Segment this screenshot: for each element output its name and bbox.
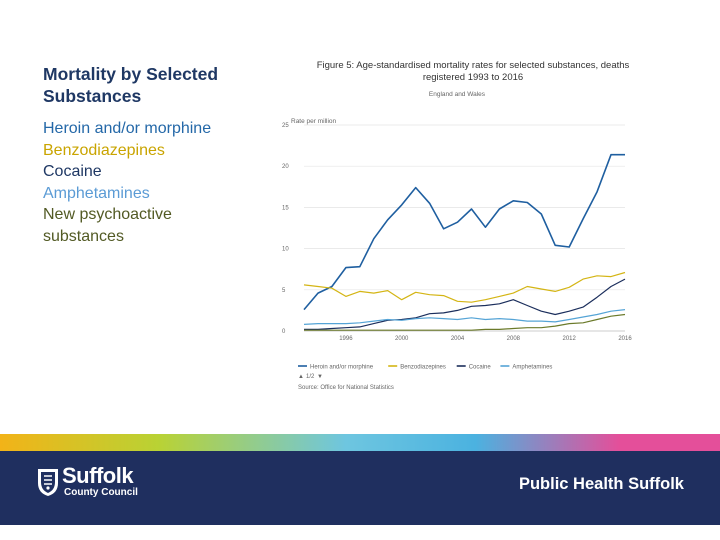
substance-list: Heroin and/or morphine Benzodiazepines C… <box>43 118 243 247</box>
line-layer <box>303 153 626 331</box>
y-tick-label: 0 <box>282 329 286 335</box>
council-logo-subtitle: County Council <box>64 487 138 498</box>
y-tick-label: 10 <box>282 247 289 253</box>
x-tick-label: 2004 <box>451 336 465 342</box>
legend-label: Benzodiazepines <box>400 365 446 371</box>
series-line <box>303 309 626 325</box>
color-stripe <box>0 434 720 452</box>
substance-item-benzodiazepines: Benzodiazepines <box>43 141 165 159</box>
chart-title-line2: registered 1993 to 2016 <box>423 72 523 83</box>
series-line <box>304 278 626 330</box>
series-line <box>304 313 626 331</box>
chart-source: Source: Office for National Statistics <box>298 385 394 391</box>
slide-title: Mortality by Selected Substances <box>43 64 219 106</box>
x-tick-label: 2016 <box>618 336 632 342</box>
crest-icon <box>38 469 58 496</box>
mortality-chart: Figure 5: Age-standardised mortality rat… <box>276 55 636 400</box>
department-name: Public Health Suffolk <box>518 475 684 493</box>
x-tick-label: 2000 <box>395 336 409 342</box>
x-tick-label: 2012 <box>562 336 576 342</box>
y-tick-label: 15 <box>282 205 289 211</box>
legend-label: Amphetamines <box>512 365 552 371</box>
legend-label: Cocaine <box>469 365 492 371</box>
chart-title-line1: Figure 5: Age-standardised mortality rat… <box>317 60 630 71</box>
x-tick-label: 2008 <box>507 336 521 342</box>
series-line <box>303 271 626 303</box>
chart-subtitle: England and Wales <box>429 91 486 98</box>
chart-legend: Heroin and/or morphine Benzodiazepines Coc… <box>298 365 552 371</box>
chart-svg: Figure 5: Age-standardised mortality rat… <box>282 60 632 391</box>
pager-down-icon[interactable]: ▼ <box>317 374 323 380</box>
y-axis-title: Rate per million <box>291 118 337 125</box>
council-logo-name: Suffolk <box>62 463 134 488</box>
y-tick-label: 20 <box>282 164 289 170</box>
series-line <box>303 153 625 311</box>
legend-label: Heroin and/or morphine <box>310 365 374 371</box>
substance-item-amphetamines: Amphetamines <box>43 184 150 202</box>
substance-item-heroin: Heroin and/or morphine <box>43 120 212 137</box>
substance-item-nps: New psychoactive substances <box>43 206 172 245</box>
substance-item-cocaine: Cocaine <box>43 163 102 180</box>
legend-pager[interactable]: ▲ 1/2 ▼ <box>298 374 323 380</box>
grid-layer: 0 5 10 15 20 25 1996 2000 2004 2008 2012 2016 <box>282 123 632 342</box>
x-tick-label: 1996 <box>339 336 353 342</box>
y-tick-label: 5 <box>282 288 286 294</box>
footer-bar: Suffolk County Council Public Health Suf… <box>0 451 720 525</box>
pager-label: 1/2 <box>306 374 315 380</box>
pager-up-icon[interactable]: ▲ <box>298 374 304 380</box>
y-tick-label: 25 <box>282 123 289 129</box>
